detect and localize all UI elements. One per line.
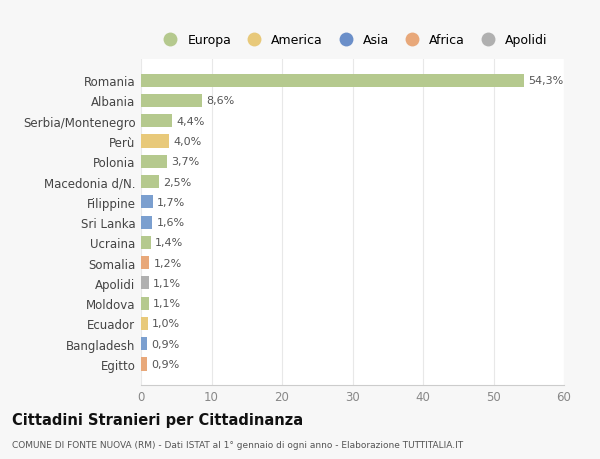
Bar: [141, 277, 149, 290]
Text: 8,6%: 8,6%: [206, 96, 234, 106]
Text: 3,7%: 3,7%: [172, 157, 200, 167]
Bar: [141, 337, 148, 351]
Text: 1,7%: 1,7%: [157, 197, 185, 207]
Legend: Europa, America, Asia, Africa, Apolidi: Europa, America, Asia, Africa, Apolidi: [157, 34, 548, 47]
Bar: [141, 156, 167, 168]
Bar: [141, 176, 158, 189]
Bar: [141, 95, 202, 108]
Bar: [141, 74, 524, 88]
Bar: [141, 115, 172, 128]
Text: 2,5%: 2,5%: [163, 177, 191, 187]
Text: 0,9%: 0,9%: [152, 359, 180, 369]
Text: 1,1%: 1,1%: [153, 298, 181, 308]
Text: 0,9%: 0,9%: [152, 339, 180, 349]
Text: 1,2%: 1,2%: [154, 258, 182, 268]
Text: 1,6%: 1,6%: [157, 218, 185, 228]
Bar: [141, 216, 152, 229]
Text: 54,3%: 54,3%: [528, 76, 563, 86]
Text: 4,4%: 4,4%: [176, 117, 205, 127]
Bar: [141, 236, 151, 249]
Text: 1,4%: 1,4%: [155, 238, 184, 248]
Text: Cittadini Stranieri per Cittadinanza: Cittadini Stranieri per Cittadinanza: [12, 413, 303, 428]
Text: COMUNE DI FONTE NUOVA (RM) - Dati ISTAT al 1° gennaio di ogni anno - Elaborazion: COMUNE DI FONTE NUOVA (RM) - Dati ISTAT …: [12, 441, 463, 449]
Bar: [141, 196, 153, 209]
Bar: [141, 135, 169, 148]
Bar: [141, 257, 149, 269]
Bar: [141, 297, 149, 310]
Bar: [141, 317, 148, 330]
Bar: [141, 358, 148, 371]
Text: 1,0%: 1,0%: [152, 319, 181, 329]
Text: 4,0%: 4,0%: [173, 137, 202, 147]
Text: 1,1%: 1,1%: [153, 278, 181, 288]
